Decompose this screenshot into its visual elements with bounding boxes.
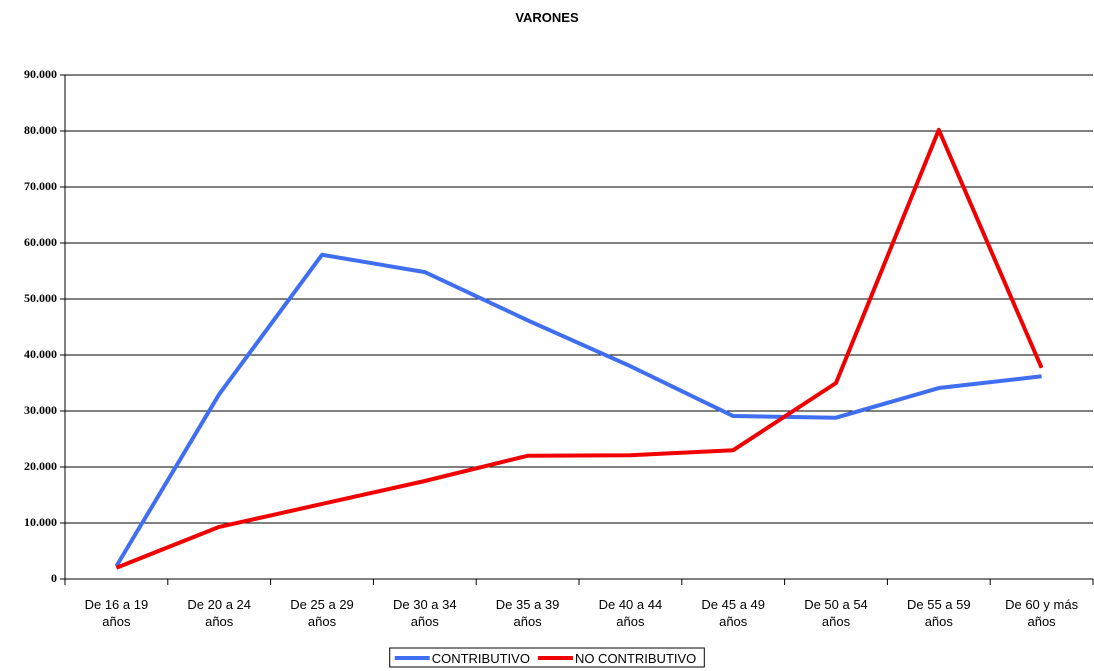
legend: CONTRIBUTIVO NO CONTRIBUTIVO [389,647,705,668]
x-tick-label: De 45 a 49 años [701,597,765,629]
x-tick-label: De 25 a 29 años [290,597,354,629]
y-tick-label: 0 [51,571,57,585]
x-tick-label: De 30 a 34 años [393,597,457,629]
y-tick-label: 80.000 [24,123,57,137]
x-tick-label: De 55 a 59 años [907,597,971,629]
y-tick-label: 10.000 [24,515,57,529]
y-tick-label: 90.000 [24,67,57,81]
x-tick-label: De 60 y más años [1005,597,1078,629]
y-tick-label: 70.000 [24,179,57,193]
x-tick-label: De 20 a 24 años [187,597,251,629]
y-tick-label: 60.000 [24,235,57,249]
y-tick-label: 20.000 [24,459,57,473]
x-tick-label: De 16 a 19 años [85,597,149,629]
x-tick-label: De 35 a 39 años [496,597,560,629]
line-series [115,127,1044,570]
x-tick-label: De 40 a 44 años [599,597,663,629]
chart-title: VARONES [515,10,579,25]
legend-label: CONTRIBUTIVO [432,651,530,666]
y-tick-label: 30.000 [24,403,57,417]
y-tick-label: 40.000 [24,347,57,361]
legend-label: NO CONTRIBUTIVO [575,651,696,666]
y-tick-label: 50.000 [24,291,57,305]
x-tick-label: De 50 a 54 años [804,597,868,629]
line-series [114,252,1042,568]
